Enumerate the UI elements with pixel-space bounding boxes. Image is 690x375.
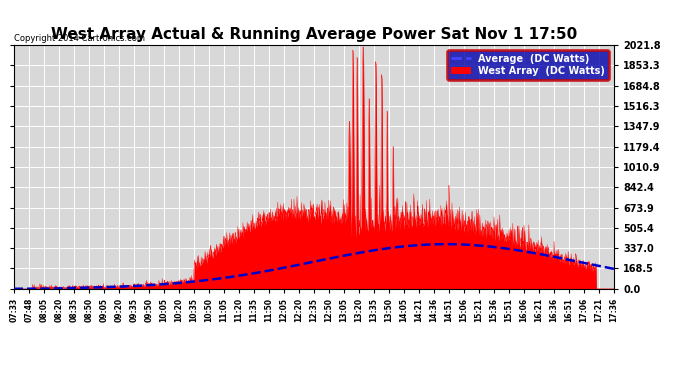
Text: Copyright 2014 Cartronics.com: Copyright 2014 Cartronics.com [14,34,145,43]
Legend: Average  (DC Watts), West Array  (DC Watts): Average (DC Watts), West Array (DC Watts… [447,50,609,80]
Title: West Array Actual & Running Average Power Sat Nov 1 17:50: West Array Actual & Running Average Powe… [51,27,577,42]
